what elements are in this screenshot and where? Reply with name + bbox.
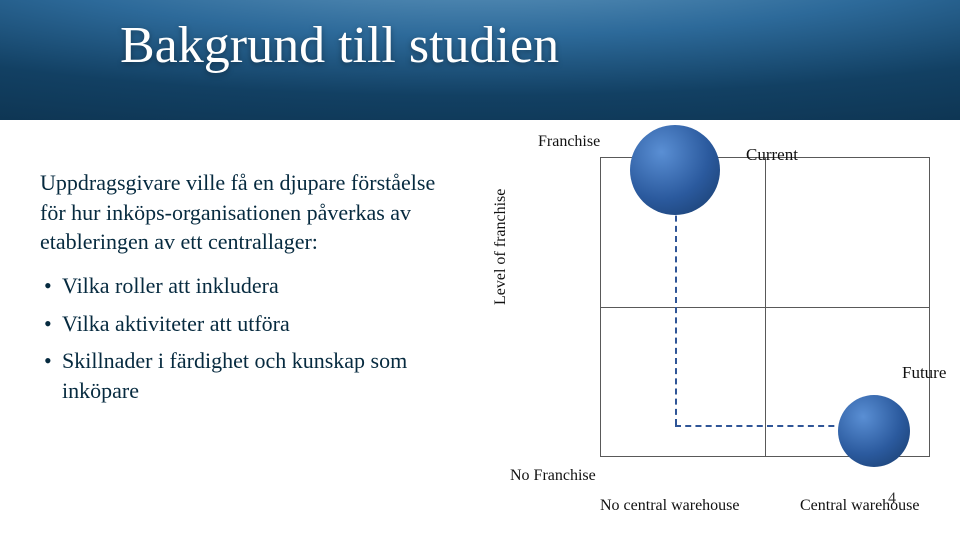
current-label: Current: [746, 145, 798, 165]
bullet-item: Vilka aktiviteter att utföra: [40, 309, 450, 339]
y-bottom-label: No Franchise: [510, 467, 596, 485]
bullet-item: Vilka roller att inkludera: [40, 271, 450, 301]
future-state-circle: [838, 395, 910, 467]
slide-title: Bakgrund till studien: [120, 16, 559, 75]
y-axis-label: Level of franchise: [492, 189, 510, 305]
quadrant-chart: Level of franchise Franchise No Franchis…: [500, 135, 940, 525]
y-top-label: Franchise: [538, 133, 600, 151]
intro-paragraph: Uppdragsgivare ville få en djupare först…: [40, 168, 450, 257]
page-number: 4: [888, 490, 896, 508]
bullet-list: Vilka roller att inkludera Vilka aktivit…: [40, 271, 450, 406]
bullet-item: Skillnader i färdighet och kunskap som i…: [40, 346, 450, 405]
transition-path-horizontal: [675, 425, 865, 427]
future-label: Future: [902, 363, 946, 383]
grid-horizontal-divider: [601, 307, 929, 308]
current-state-circle: [630, 125, 720, 215]
x-right-label: Central warehouse: [800, 497, 920, 515]
body-content: Uppdragsgivare ville få en djupare först…: [40, 168, 450, 414]
x-left-label: No central warehouse: [600, 497, 740, 515]
